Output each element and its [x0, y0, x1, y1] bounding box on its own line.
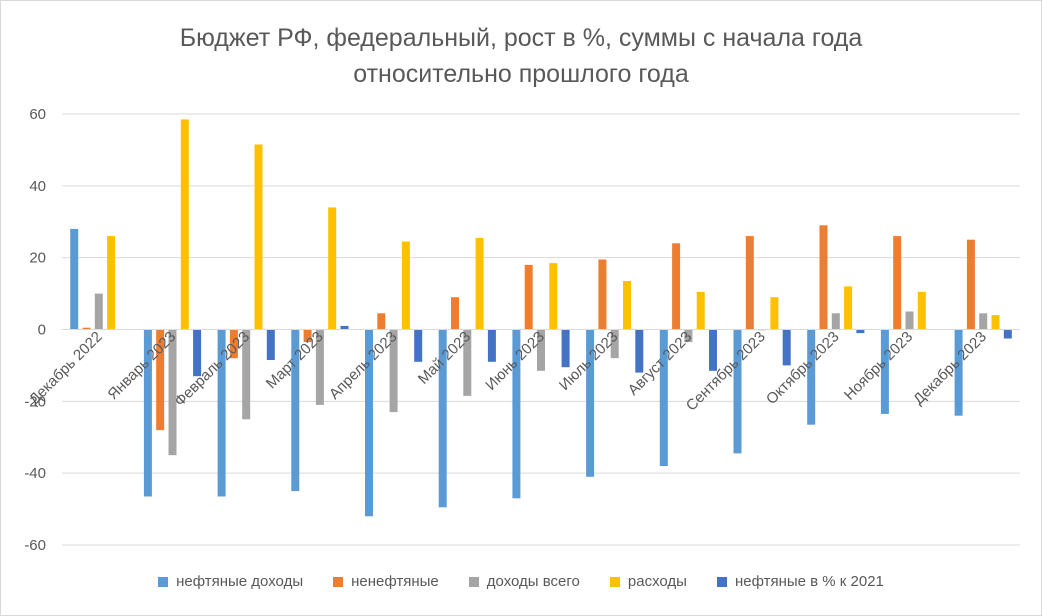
x-tick-label: Октябрь 2023	[763, 328, 843, 408]
bar	[905, 311, 914, 330]
legend-label: расходы	[627, 573, 687, 590]
bar	[561, 329, 570, 368]
y-tick-label: -60	[24, 537, 46, 554]
x-tick-label: Февраль 2023	[171, 328, 253, 410]
chart-legend: нефтяные доходы ненефтяные доходы всего рас…	[0, 573, 1042, 590]
bar	[770, 297, 779, 330]
bar	[328, 207, 337, 330]
bar	[377, 313, 386, 330]
legend-label: доходы всего	[486, 573, 580, 590]
legend-label: ненефтяные	[351, 573, 439, 590]
x-tick-label: Январь 2023	[104, 328, 179, 403]
bar	[217, 329, 226, 497]
bar	[672, 243, 681, 330]
x-tick-label: Ноябрь 2023	[841, 328, 916, 403]
bar	[954, 329, 963, 416]
bar	[659, 329, 668, 466]
legend-swatch	[716, 576, 727, 587]
legend-item: нефтяные доходы	[158, 573, 303, 590]
y-tick-label: -40	[24, 465, 46, 482]
bar	[709, 329, 717, 371]
bar	[438, 329, 447, 508]
bar	[623, 281, 631, 330]
x-tick-label: Декабрь 2023	[910, 328, 990, 408]
bar	[315, 329, 324, 405]
bar	[745, 236, 754, 330]
legend-swatch	[158, 576, 169, 587]
legend-item: нефтяные в % к 2021	[716, 573, 884, 590]
bar	[303, 329, 312, 343]
legend-item: расходы	[609, 573, 687, 590]
bar	[82, 327, 91, 330]
x-tick-label: Апрель 2023	[326, 328, 401, 403]
bar	[635, 329, 644, 373]
bar	[966, 239, 975, 330]
legend-swatch	[333, 576, 344, 587]
y-tick-label: -20	[24, 393, 46, 410]
bar	[414, 329, 423, 362]
bar	[180, 119, 189, 330]
bar	[512, 329, 521, 499]
bar	[107, 236, 116, 330]
bar	[549, 263, 558, 330]
bar	[365, 329, 373, 517]
bar	[610, 329, 619, 359]
chart-subtitle: относительно прошлого года	[353, 60, 689, 88]
bar	[94, 293, 103, 330]
bar	[291, 329, 300, 492]
bar	[979, 313, 988, 330]
bar	[193, 329, 202, 377]
bar	[401, 241, 410, 330]
bar	[389, 329, 398, 413]
x-tick-label: Декабрь 2022	[26, 328, 106, 408]
legend-item: доходы всего	[468, 573, 580, 590]
bar	[537, 329, 545, 371]
bar	[475, 237, 484, 330]
chart-title-block: Бюджет РФ, федеральный, рост в %, суммы …	[0, 20, 1042, 92]
bar	[917, 291, 926, 330]
legend-swatch	[609, 576, 620, 587]
bar	[156, 329, 165, 431]
bar	[831, 313, 840, 330]
bar	[991, 315, 1000, 330]
bar	[143, 329, 152, 497]
legend-label: нефтяные в % к 2021	[734, 573, 884, 590]
bar	[684, 329, 693, 343]
bar	[598, 259, 607, 330]
bar	[524, 264, 533, 330]
bars	[70, 119, 1012, 517]
bar	[242, 329, 251, 420]
bar	[266, 329, 275, 360]
bar	[340, 325, 349, 330]
bar	[586, 329, 595, 477]
bar	[254, 144, 263, 330]
bar	[733, 329, 742, 454]
y-tick-label: 40	[29, 178, 46, 195]
bar	[782, 329, 791, 366]
bar	[807, 329, 816, 425]
y-tick-label: 20	[29, 250, 46, 267]
legend-item: ненефтяные	[333, 573, 439, 590]
y-tick-label: 60	[29, 106, 46, 123]
y-axis-tick-labels: 60 40 20 0 -20 -40 -60	[24, 106, 46, 554]
bar	[487, 329, 496, 362]
bar	[844, 286, 853, 330]
bar	[880, 329, 889, 414]
bar	[463, 329, 472, 396]
legend-swatch	[468, 576, 479, 587]
chart-title: Бюджет РФ, федеральный, рост в %, суммы …	[179, 24, 863, 52]
y-tick-label: 0	[38, 322, 46, 339]
bar	[696, 291, 705, 330]
bar	[893, 236, 902, 330]
legend-label: нефтяные доходы	[176, 573, 304, 590]
bar	[451, 297, 459, 330]
bar	[1003, 329, 1012, 339]
bar	[819, 225, 828, 330]
bar	[856, 329, 865, 334]
bar	[70, 228, 79, 330]
bar	[168, 329, 177, 456]
bar	[229, 329, 238, 359]
